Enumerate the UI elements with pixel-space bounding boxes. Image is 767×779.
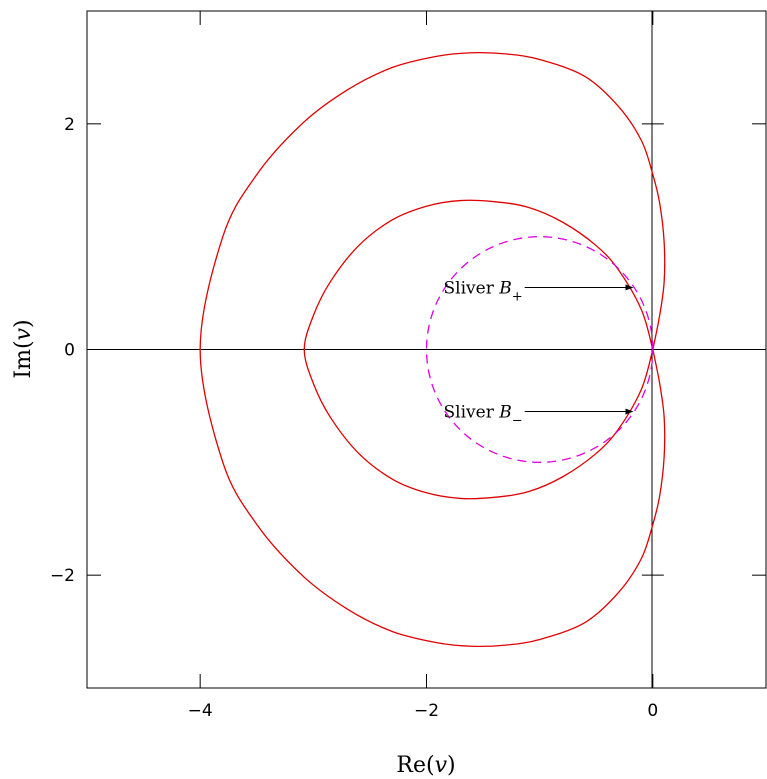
x-tick-label: 0 bbox=[647, 701, 658, 721]
annotation-subscript: − bbox=[512, 414, 523, 429]
annotation-subscript: + bbox=[512, 289, 523, 304]
x-tick-label: −4 bbox=[188, 701, 213, 721]
annotation-variable: B bbox=[498, 403, 512, 423]
y-axis-title-close: ) bbox=[11, 319, 36, 328]
y-axis-title-var: v bbox=[11, 327, 36, 340]
y-axis-title: Im(v) bbox=[11, 319, 36, 378]
series-curve-3 bbox=[425, 236, 654, 463]
y-tick-label: 2 bbox=[64, 115, 75, 135]
annotation-variable: B bbox=[498, 278, 512, 298]
x-axis-title-part: Re( bbox=[396, 753, 434, 778]
annotation-prefix: Sliver bbox=[444, 403, 500, 423]
annotation-prefix: Sliver bbox=[444, 278, 500, 298]
series-curve-1 bbox=[199, 51, 666, 648]
y-axis-title-part: Im( bbox=[11, 340, 36, 378]
x-tick-label: −2 bbox=[414, 701, 439, 721]
series-curve-2 bbox=[303, 199, 654, 500]
x-axis-title-close: ) bbox=[447, 753, 456, 778]
y-tick-label: −2 bbox=[50, 566, 75, 586]
x-axis-title: Re(v) bbox=[396, 753, 455, 778]
annotation-label: Sliver B− bbox=[444, 403, 523, 429]
y-tick-label: 0 bbox=[64, 341, 75, 361]
x-axis-title-var: v bbox=[435, 753, 448, 778]
annotation-label: Sliver B+ bbox=[444, 278, 523, 304]
